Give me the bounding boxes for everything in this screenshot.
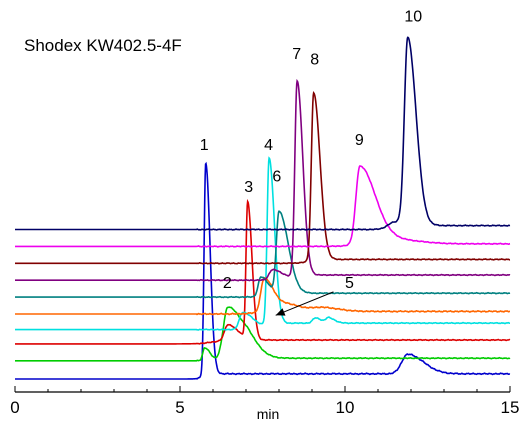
chart-title: Shodex KW402.5-4F — [24, 36, 182, 55]
trace-8 — [15, 91, 511, 265]
x-tick-label: 0 — [10, 398, 19, 417]
x-axis-label: min — [257, 406, 280, 422]
annotation-arrow-head — [275, 308, 286, 316]
peak-label-1: 1 — [200, 137, 209, 154]
peak-label-6: 6 — [272, 168, 281, 185]
trace-6 — [15, 210, 511, 299]
peak-label-3: 3 — [244, 179, 253, 196]
trace-10 — [15, 36, 511, 231]
peak-label-10: 10 — [404, 9, 422, 26]
peak-label-7: 7 — [292, 46, 301, 63]
peak-label-2: 2 — [223, 275, 232, 292]
x-tick-label: 15 — [501, 398, 520, 417]
trace-1 — [15, 161, 511, 380]
peak-labels-group: 1 2 3 4 5 6 7 8 9 10 — [200, 9, 422, 316]
trace-5 — [15, 277, 511, 316]
trace-4 — [15, 156, 510, 331]
trace-2 — [15, 306, 511, 362]
trace-7 — [15, 78, 511, 282]
traces-group — [15, 36, 511, 380]
trace-3 — [15, 198, 511, 345]
annotation-arrow-line — [275, 291, 334, 316]
peak-label-9: 9 — [355, 132, 364, 149]
peak-label-4: 4 — [264, 137, 273, 154]
peak-label-8: 8 — [310, 51, 319, 68]
x-tick-label: 5 — [175, 398, 184, 417]
x-tick-label: 10 — [336, 398, 355, 417]
x-axis: 0 5 10 15 — [10, 386, 519, 417]
peak-label-5: 5 — [345, 275, 354, 292]
trace-9 — [15, 165, 511, 248]
